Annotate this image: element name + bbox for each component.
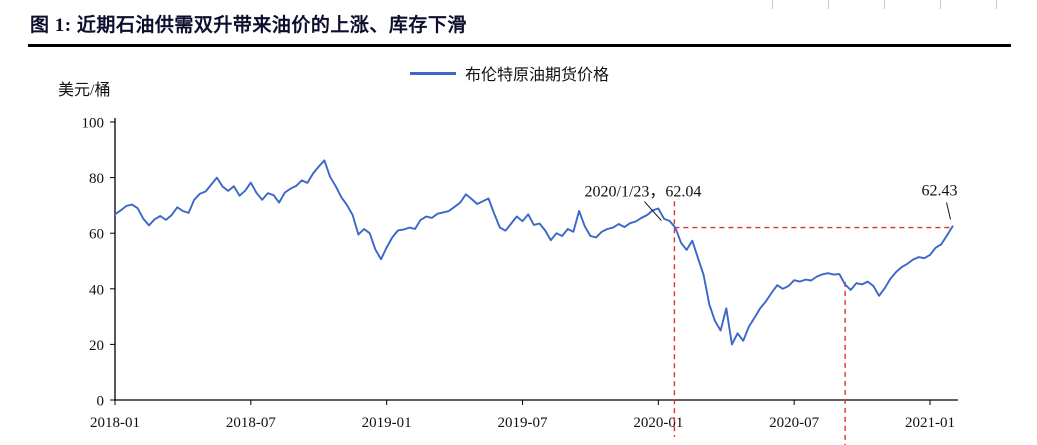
x-tick-label: 2019-07 <box>498 415 548 431</box>
title-underline-rule <box>28 44 1011 47</box>
brent-price-series-line <box>114 159 954 346</box>
table-fragment-border <box>996 0 997 9</box>
y-tick-label: 40 <box>89 282 104 298</box>
x-tick-label: 2020-07 <box>769 415 819 431</box>
annotation-leader-line <box>644 201 662 221</box>
legend-line-swatch <box>410 71 456 75</box>
table-fragment-border <box>772 0 773 9</box>
y-tick-label: 0 <box>97 394 105 410</box>
y-tick-label: 80 <box>89 171 104 187</box>
legend-series-label: 布伦特原油期货价格 <box>465 67 610 84</box>
x-tick-label: 2019-01 <box>362 415 412 431</box>
table-fragment-border <box>828 0 829 9</box>
x-tick-label: 2018-07 <box>226 415 276 431</box>
annotation-label: 2020/1/23，62.04 <box>585 184 702 201</box>
table-fragment-border <box>884 0 885 9</box>
chart-legend: 布伦特原油期货价格 <box>410 63 610 84</box>
x-tick-label: 2018-01 <box>90 415 140 431</box>
y-axis-unit-label: 美元/桶 <box>58 82 111 99</box>
annotation-leader-line <box>946 202 951 220</box>
y-tick-label: 20 <box>89 338 104 354</box>
y-tick-label: 100 <box>82 116 105 132</box>
x-tick-label: 2020-01 <box>633 415 683 431</box>
figure-title: 图 1: 近期石油供需双升带来油价的上涨、库存下滑 <box>30 15 467 36</box>
table-fragment-border <box>940 0 941 9</box>
annotation-label: 62.43 <box>922 182 958 199</box>
x-tick-label: 2021-01 <box>905 415 955 431</box>
y-tick-label: 60 <box>89 227 104 243</box>
